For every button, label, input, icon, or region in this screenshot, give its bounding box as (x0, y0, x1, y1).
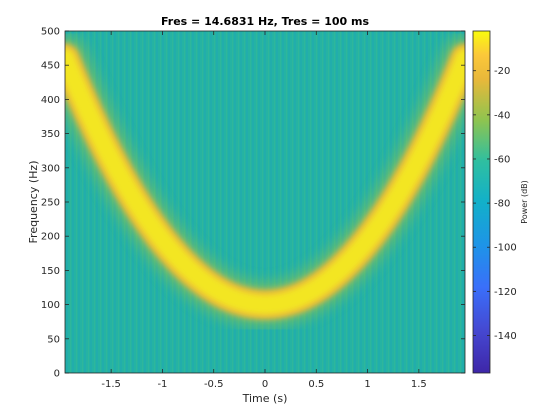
x-tick-label: -1.5 (101, 379, 121, 390)
x-tick-label: -1 (157, 379, 167, 390)
x-tick-label: 0 (262, 379, 268, 390)
y-axis: 0 50 100 150 200 250 300 350 400 450 500 (41, 27, 465, 380)
plot-area (65, 31, 465, 373)
y-tick-label: 200 (41, 232, 60, 243)
x-tick-label: 1.5 (411, 379, 427, 390)
y-tick-label: 100 (41, 300, 60, 311)
colorbar (472, 30, 491, 374)
colorbar-tick-label: -80 (494, 199, 510, 210)
x-axis-label: Time (s) (242, 392, 288, 405)
y-tick-label: 250 (41, 198, 60, 209)
y-tick-label: 450 (41, 61, 60, 72)
y-tick-label: 50 (47, 334, 60, 345)
y-tick-label: 0 (54, 369, 60, 380)
ridge-core (65, 48, 465, 315)
colorbar-tick-label: -20 (494, 66, 510, 77)
colorbar-tick-label: -120 (494, 287, 517, 298)
chirp-ridge (65, 35, 465, 328)
x-tick-label: 0.5 (308, 379, 324, 390)
x-tick-label: 1 (364, 379, 370, 390)
chart-title: Fres = 14.6831 Hz, Tres = 100 ms (161, 15, 370, 28)
colorbar-label: Power (dB) (520, 180, 529, 224)
y-tick-label: 400 (41, 95, 60, 106)
y-tick-label: 350 (41, 129, 60, 140)
colorbar-axis: -140 -120 -100 -80 -60 -40 -20 (473, 66, 517, 342)
colorbar-tick-label: -40 (494, 110, 510, 121)
x-tick-label: -0.5 (204, 379, 224, 390)
colorbar-tick-label: -140 (494, 331, 517, 342)
colorbar-tick-label: -60 (494, 154, 510, 165)
y-axis-label: Frequency (Hz) (27, 161, 40, 244)
y-tick-label: 500 (41, 27, 60, 38)
y-tick-label: 300 (41, 163, 60, 174)
x-axis: -1.5 -1 -0.5 0 0.5 1 1.5 (101, 31, 427, 390)
colorbar-tick-label: -100 (494, 243, 517, 254)
y-tick-label: 150 (41, 266, 60, 277)
